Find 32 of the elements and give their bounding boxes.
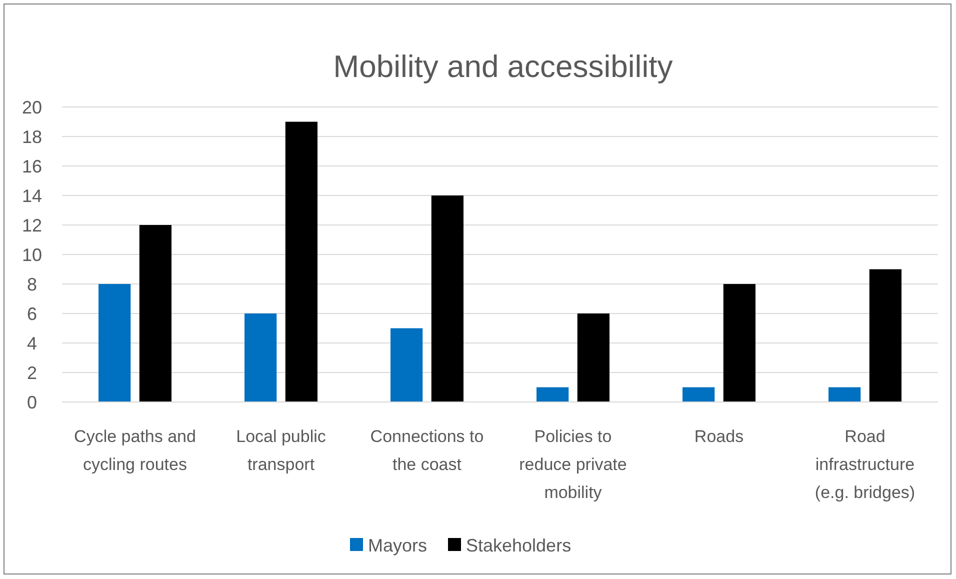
x-tick-label: Policies to reduce private mobility: [519, 427, 627, 502]
bar: [139, 225, 172, 402]
y-tick-label: 12: [22, 215, 42, 236]
y-tick-label: 20: [22, 97, 42, 118]
y-tick-label: 16: [22, 156, 42, 176]
bar: [390, 328, 423, 402]
bar: [869, 269, 902, 402]
bar: [828, 387, 861, 402]
y-tick-label: 6: [26, 304, 38, 324]
y-tick-label: 8: [26, 274, 38, 294]
x-tick-label: Roads: [694, 427, 744, 446]
legend-label: Mayors: [368, 535, 428, 556]
y-tick-label: 14: [22, 186, 42, 206]
legend-label: Stakeholders: [466, 535, 572, 556]
bar: [723, 284, 756, 402]
bar: [98, 284, 131, 402]
bar: [244, 314, 277, 402]
x-tick-label: Road infrastructure (e.g. bridges): [814, 427, 916, 502]
chart-title: Mobility and accessibility: [333, 49, 674, 84]
y-tick-label: 10: [22, 244, 42, 265]
bar: [682, 387, 715, 402]
x-tick-label: Local public transport: [236, 427, 326, 474]
y-tick-label: 0: [26, 392, 38, 412]
x-tick-label: Cycle paths and cycling routes: [74, 427, 196, 474]
bar: [536, 387, 569, 402]
bar: [285, 122, 318, 402]
bar: [431, 196, 464, 402]
y-tick-label: 18: [22, 126, 42, 147]
y-tick-label: 4: [26, 333, 38, 354]
x-tick-label: Connections to the coast: [370, 427, 484, 474]
y-tick-label: 2: [26, 362, 38, 383]
bar: [577, 314, 610, 402]
